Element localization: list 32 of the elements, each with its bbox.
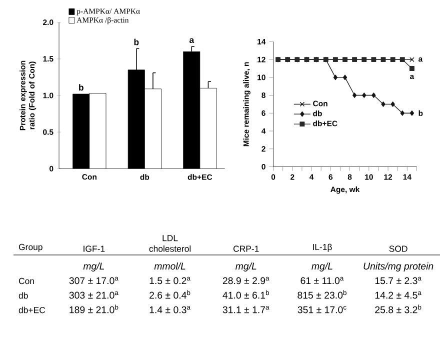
annotation: b [134, 38, 139, 46]
text: 14.2 ± 4.5$^{a}$ [375, 291, 422, 299]
text: 31.1 ± 1.7$^{a}$ [222, 306, 270, 314]
text: 1.4 ± 0.3$^{a}$ [150, 306, 190, 314]
category-label: LDL cholesterol [149, 234, 191, 252]
text: mg/L [312, 262, 332, 272]
category-label: IGF-1 [84, 246, 105, 252]
text: 303 ± 21.0$^{a}$ [69, 291, 118, 299]
text: mmol/L [154, 262, 186, 270]
text: mg/L [83, 262, 104, 272]
text: mg/L [236, 262, 256, 272]
category-label: SOD [389, 246, 408, 252]
text: 189 ± 21.0$^{b}$ [70, 304, 118, 314]
text: Units/mg protein [364, 262, 434, 272]
annotation: b [79, 84, 84, 91]
text: 61 ± 11.0$^{a}$ [300, 276, 344, 284]
category-label: IL-1β [312, 244, 332, 252]
text: 2.6 ± 0.4$^{b}$ [150, 290, 190, 299]
text: 41.0 ± 6.1$^{b}$ [222, 290, 269, 299]
text: 1.5 ± 0.2$^{a}$ [150, 276, 190, 284]
text: 307 ± 17.0$^{a}$ [69, 276, 118, 284]
category-label: db+EC [18, 306, 46, 314]
text: 351 ± 17.0$^{c}$ [298, 306, 346, 314]
text: 15.7 ± 2.3$^{a}$ [375, 276, 422, 284]
text: 28.9 ± 2.9$^{a}$ [222, 276, 270, 284]
text: 815 ± 23.0$^{b}$ [298, 290, 346, 299]
text: Group [18, 244, 42, 252]
category-label: Con [18, 278, 34, 284]
category-label: CRP-1 [233, 246, 259, 252]
category-label: db [18, 292, 28, 299]
annotation: a [189, 38, 194, 43]
text: 25.8 ± 3.2$^{b}$ [375, 304, 422, 314]
